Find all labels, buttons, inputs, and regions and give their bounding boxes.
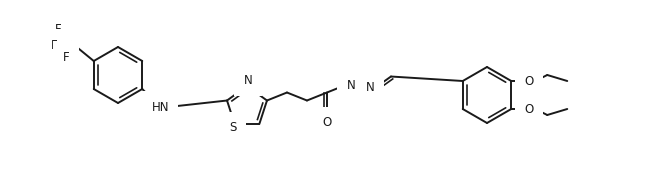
Text: H: H xyxy=(347,73,355,83)
Text: F: F xyxy=(54,23,61,36)
Text: N: N xyxy=(244,73,253,86)
Text: N: N xyxy=(347,79,355,92)
Text: O: O xyxy=(525,75,534,87)
Text: HN: HN xyxy=(152,100,169,113)
Text: F: F xyxy=(50,39,57,52)
Text: O: O xyxy=(525,102,534,116)
Text: N: N xyxy=(366,81,374,94)
Text: H: H xyxy=(349,75,357,84)
Text: O: O xyxy=(322,116,331,129)
Text: F: F xyxy=(63,51,69,63)
Text: S: S xyxy=(229,121,236,134)
Text: N: N xyxy=(357,77,366,90)
